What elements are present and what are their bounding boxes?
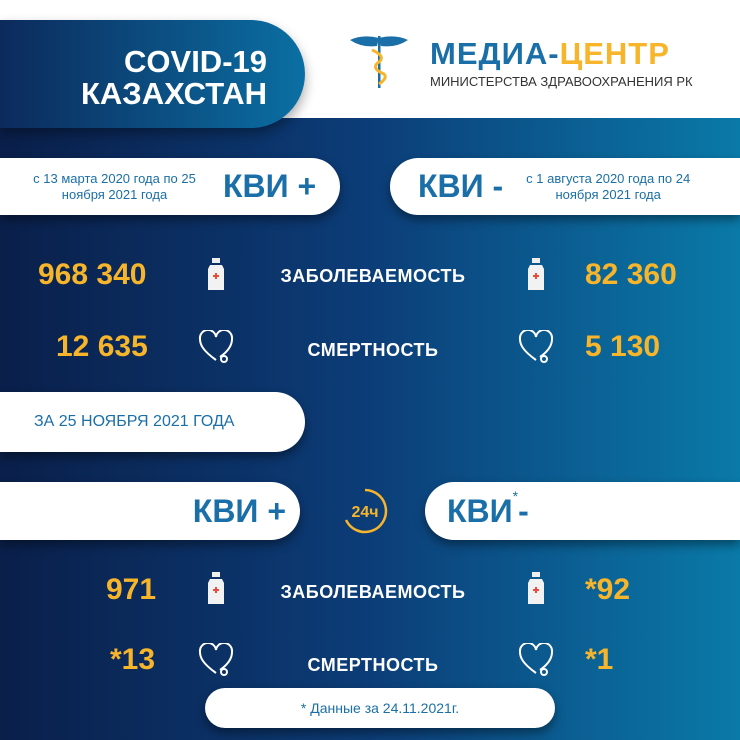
deaths-label: СМЕРТНОСТЬ xyxy=(307,340,439,360)
bottle-icon xyxy=(526,258,546,295)
kvi-plus-period-pill: с 13 марта 2020 года по 25 ноября 2021 г… xyxy=(0,158,340,215)
title-line1: COVID-19 xyxy=(124,44,267,79)
logo-part2: ЦЕНТР xyxy=(559,36,670,71)
deaths-label: СМЕРТНОСТЬ xyxy=(307,655,439,675)
heart-icon xyxy=(518,328,554,369)
bottle-icon xyxy=(206,258,226,295)
kvi-minus-deaths: 5 130 xyxy=(585,330,661,363)
kvi-minus-suffix: - xyxy=(518,492,529,529)
daily-kvi-minus-cases: *92 xyxy=(585,573,631,606)
heart-icon xyxy=(198,328,234,369)
cases-label: ЗАБОЛЕВАЕМОСТЬ xyxy=(280,582,466,602)
date-pill: ЗА 25 НОЯБРЯ 2021 ГОДА xyxy=(0,392,305,452)
bottle-icon xyxy=(206,572,226,609)
heart-icon xyxy=(518,641,554,682)
footnote: * Данные за 24.11.2021г. xyxy=(300,700,460,716)
logo-part1: МЕДИА- xyxy=(430,36,560,71)
kvi-minus-label: КВИ xyxy=(447,492,513,529)
kvi-plus-deaths: 12 635 xyxy=(56,330,148,363)
daily-kvi-plus-deaths: *13 xyxy=(110,643,156,676)
period-text: с 1 августа 2020 года по 24 ноября 2021 … xyxy=(526,170,691,202)
title-pill: COVID-19 КАЗАХСТАН xyxy=(0,20,305,128)
logo-subtitle: МИНИСТЕРСТВА ЗДРАВООХРАНЕНИЯ РК xyxy=(430,74,693,89)
kvi-minus-period-pill: КВИ - с 1 августа 2020 года по 24 ноября… xyxy=(390,158,740,215)
kvi-plus-cases: 968 340 xyxy=(38,258,147,291)
logo-text: МЕДИА-ЦЕНТР xyxy=(430,36,670,72)
daily-kvi-plus-cases: 971 xyxy=(106,573,157,606)
date-label: ЗА 25 НОЯБРЯ 2021 ГОДА xyxy=(34,413,235,430)
kvi-plus-label: КВИ + xyxy=(223,168,317,204)
clock-24-icon: 24ч xyxy=(344,488,388,534)
kvi-minus-cases: 82 360 xyxy=(585,258,677,291)
kvi-plus-label: КВИ + xyxy=(192,492,286,529)
footnote-pill: * Данные за 24.11.2021г. xyxy=(205,688,555,728)
clock-24-text: 24ч xyxy=(351,504,378,521)
title-line2: КАЗАХСТАН xyxy=(81,76,267,111)
daily-kvi-minus-deaths: *1 xyxy=(585,643,614,676)
daily-kvi-plus-pill: КВИ + xyxy=(0,482,300,540)
cases-label: ЗАБОЛЕВАЕМОСТЬ xyxy=(280,266,466,286)
heart-icon xyxy=(198,641,234,682)
period-text: с 13 марта 2020 года по 25 ноября 2021 г… xyxy=(33,170,196,202)
asterisk: * xyxy=(512,488,519,504)
bottle-icon xyxy=(526,572,546,609)
kvi-minus-label: КВИ - xyxy=(418,168,504,204)
caduceus-icon xyxy=(350,36,408,88)
daily-kvi-minus-pill: КВИ * - xyxy=(425,482,740,540)
